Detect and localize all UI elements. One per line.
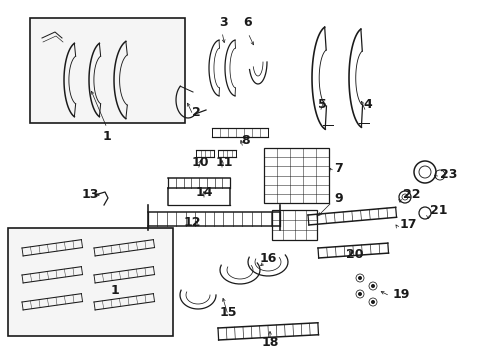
Text: 5: 5 (317, 99, 325, 112)
Text: 1: 1 (110, 284, 119, 297)
Text: 15: 15 (219, 306, 236, 319)
Text: 20: 20 (346, 248, 363, 261)
Bar (30, 18, 184, 123)
Text: 18: 18 (261, 336, 278, 348)
Circle shape (357, 276, 361, 280)
Text: 23: 23 (439, 168, 456, 181)
Text: 9: 9 (333, 192, 342, 204)
Text: 4: 4 (363, 99, 372, 112)
Text: 21: 21 (429, 203, 447, 216)
Text: 7: 7 (333, 162, 342, 175)
Text: 8: 8 (241, 134, 250, 147)
Text: 16: 16 (259, 252, 276, 265)
Circle shape (370, 300, 374, 304)
Text: 17: 17 (399, 219, 417, 231)
Circle shape (357, 292, 361, 296)
Bar (264, 148, 328, 203)
Text: 12: 12 (183, 216, 201, 229)
Text: 22: 22 (402, 189, 420, 202)
Bar (8, 228, 173, 336)
Text: 1: 1 (102, 130, 111, 143)
Text: 2: 2 (191, 105, 200, 118)
Text: 13: 13 (82, 189, 99, 202)
Text: 19: 19 (392, 288, 409, 302)
Circle shape (370, 284, 374, 288)
Text: 10: 10 (191, 157, 208, 170)
Bar (271, 210, 316, 240)
Text: 3: 3 (219, 15, 228, 28)
Text: 11: 11 (215, 157, 232, 170)
Text: 14: 14 (195, 186, 212, 199)
Text: 6: 6 (243, 15, 252, 28)
